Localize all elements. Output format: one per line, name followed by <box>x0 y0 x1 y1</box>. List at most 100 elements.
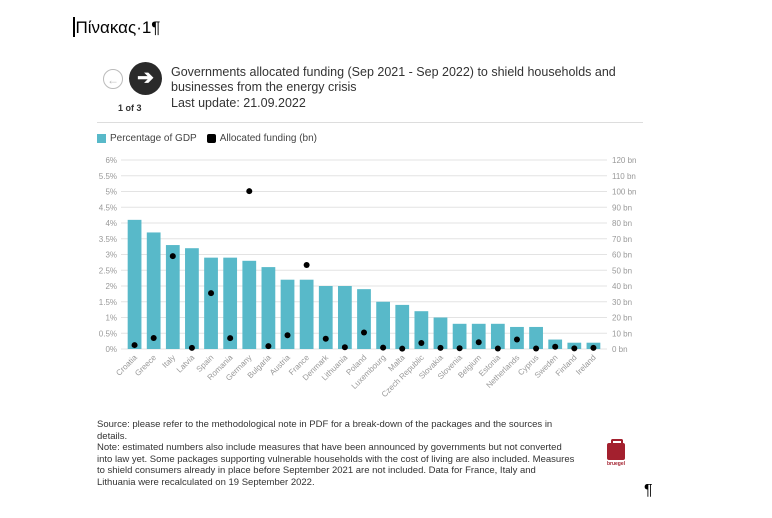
source-text: Source: please refer to the methodologic… <box>97 419 553 442</box>
funding-dot-finland <box>571 345 578 352</box>
funding-dot-luxembourg <box>380 344 387 351</box>
funding-dot-germany <box>246 188 253 195</box>
y-right-tick-label: 110 bn <box>612 172 636 181</box>
y-right-tick-label: 30 bn <box>612 298 632 307</box>
funding-dot-austria <box>284 332 291 339</box>
y-left-tick-label: 4% <box>105 219 117 228</box>
y-right-tick-label: 120 bn <box>612 156 636 165</box>
y-left-tick-label: 1% <box>105 314 117 323</box>
chart-subtitle: Last update: 21.09.2022 <box>171 96 306 110</box>
funding-dot-greece <box>150 334 157 341</box>
y-right-tick-label: 10 bn <box>612 329 632 338</box>
bar-greece <box>146 232 161 349</box>
x-tick-label: Latvia <box>175 353 197 375</box>
chart-legend: Percentage of GDP Allocated funding (bn) <box>97 133 327 144</box>
y-left-tick-label: 1.5% <box>99 298 117 307</box>
funding-dot-spain <box>208 290 215 297</box>
y-left-tick-label: 5.5% <box>99 172 117 181</box>
document-heading: Πίνακας·1¶ <box>73 17 160 38</box>
bar-germany <box>242 260 257 349</box>
y-right-tick-label: 100 bn <box>612 188 636 197</box>
y-right-tick-label: 50 bn <box>612 266 632 275</box>
bar-estonia <box>490 323 505 349</box>
funding-dot-slovakia <box>437 344 444 351</box>
legend-label-gdp: Percentage of GDP <box>110 133 197 144</box>
bar-italy <box>165 245 180 349</box>
bar-denmark <box>318 286 333 349</box>
funding-dot-france <box>303 262 310 269</box>
y-left-tick-label: 6% <box>105 156 117 165</box>
y-right-tick-label: 60 bn <box>612 251 632 260</box>
x-tick-label: Ireland <box>574 353 598 377</box>
legend-item-gdp[interactable]: Percentage of GDP <box>97 133 197 144</box>
bar-latvia <box>185 248 199 349</box>
next-chart-button[interactable]: ➔ <box>129 62 162 95</box>
bruegel-logo: bruegel <box>605 439 627 467</box>
funding-dot-sweden <box>552 343 559 350</box>
x-tick-label: Finland <box>554 353 579 378</box>
funding-dot-czech-republic <box>418 340 425 347</box>
funding-dot-netherlands <box>513 336 520 343</box>
bar-austria <box>280 279 295 349</box>
funding-dot-belgium <box>475 339 482 346</box>
source-notes: Source: please refer to the methodologic… <box>97 419 577 488</box>
bar-spain <box>204 257 218 349</box>
funding-dot-slovenia <box>456 345 463 352</box>
bar-france <box>299 279 314 349</box>
chart-title: Governments allocated funding (Sep 2021 … <box>171 65 616 94</box>
header-divider <box>97 122 643 123</box>
x-tick-label: Greece <box>133 353 158 378</box>
y-right-tick-label: 90 bn <box>612 203 632 212</box>
logo-text: bruegel <box>606 461 626 467</box>
funding-dot-estonia <box>494 345 501 352</box>
arrow-left-icon: ← <box>107 73 119 87</box>
funding-dot-italy <box>169 253 176 260</box>
y-left-tick-label: 4.5% <box>99 203 117 212</box>
y-left-tick-label: 2.5% <box>99 266 117 275</box>
bar-malta <box>395 304 410 349</box>
bar-croatia <box>127 219 142 349</box>
legend-swatch-bar <box>97 134 106 143</box>
page-indicator: 1 of 3 <box>118 103 142 113</box>
y-right-tick-label: 40 bn <box>612 282 632 291</box>
bar-romania <box>223 257 238 349</box>
bar-cyprus <box>529 326 543 349</box>
bar-bulgaria <box>261 267 276 349</box>
funding-dot-bulgaria <box>265 343 272 350</box>
y-left-tick-label: 2% <box>105 282 117 291</box>
funding-dot-malta <box>399 345 406 352</box>
legend-item-funding[interactable]: Allocated funding (bn) <box>206 133 318 144</box>
legend-swatch-dot <box>206 134 216 143</box>
y-right-tick-label: 70 bn <box>612 235 632 244</box>
funding-dot-lithuania <box>341 344 348 351</box>
bar-czech-republic <box>414 311 429 349</box>
funding-dot-romania <box>227 335 234 342</box>
y-left-tick-label: 5% <box>105 188 117 197</box>
text-cursor <box>73 17 75 37</box>
y-left-tick-label: 0% <box>105 345 117 354</box>
funding-dot-ireland <box>590 344 597 351</box>
y-left-tick-label: 3% <box>105 251 117 260</box>
bar-lithuania <box>337 286 352 349</box>
funding-dot-latvia <box>188 344 195 351</box>
legend-label-funding: Allocated funding (bn) <box>219 133 318 144</box>
document-heading-text: Πίνακας·1¶ <box>75 18 161 37</box>
funding-dot-cyprus <box>533 345 540 352</box>
arrow-right-icon: ➔ <box>137 67 154 89</box>
bar-slovenia <box>452 323 467 349</box>
bar-poland <box>357 289 371 349</box>
paragraph-mark: ¶ <box>644 482 653 499</box>
funding-dot-denmark <box>322 335 329 342</box>
y-right-tick-label: 80 bn <box>612 219 632 228</box>
funding-dot-croatia <box>131 342 138 349</box>
funding-dot-poland <box>361 329 367 336</box>
y-left-tick-label: 3.5% <box>99 235 117 244</box>
bar-belgium <box>471 323 486 349</box>
bar-slovakia <box>433 317 448 349</box>
logo-mark <box>607 439 625 460</box>
note-text: Note: estimated numbers also include mea… <box>97 442 575 488</box>
y-right-tick-label: 0 bn <box>612 345 628 354</box>
previous-chart-button[interactable]: ← <box>103 69 123 89</box>
y-right-tick-label: 20 bn <box>612 314 632 323</box>
